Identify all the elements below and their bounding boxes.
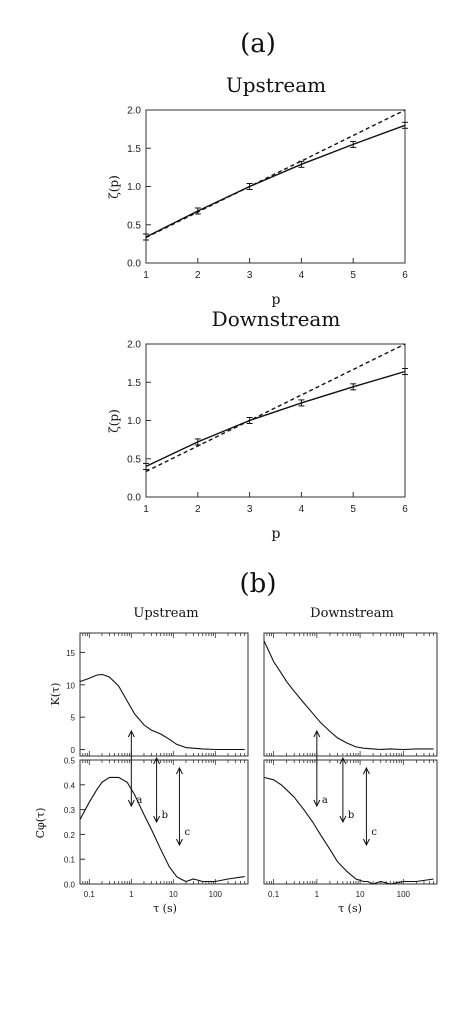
y-tick-label: 0.5 bbox=[64, 757, 76, 766]
x-tick-label: 100 bbox=[209, 890, 223, 899]
x-tick-label: 3 bbox=[247, 504, 253, 515]
arrow-head bbox=[339, 815, 347, 824]
y-tick-label: 1.0 bbox=[127, 416, 141, 427]
arrow-label: c bbox=[371, 827, 377, 838]
x-tick-label: 100 bbox=[397, 890, 411, 899]
x-tick-label: 1 bbox=[143, 270, 149, 281]
x-tick-label: 1 bbox=[143, 504, 149, 515]
arrow-head bbox=[362, 766, 370, 775]
arrow-label: a bbox=[136, 795, 142, 806]
x-axis-label: p bbox=[272, 526, 281, 542]
x-tick-label: 10 bbox=[169, 890, 178, 899]
reference-line bbox=[145, 109, 406, 239]
upstream-k-chart: Upstream 0 5 10 15 K(τ) bbox=[49, 606, 249, 757]
chart-title: Downstream bbox=[310, 606, 394, 621]
x-tick-label: 10 bbox=[356, 890, 365, 899]
y-tick-label: 0.2 bbox=[64, 831, 76, 840]
arrow-head bbox=[127, 799, 135, 808]
arrow-head bbox=[153, 756, 161, 765]
plot-frame bbox=[145, 109, 406, 264]
x-tick-label: 6 bbox=[402, 270, 408, 281]
y-tick-label: 0.1 bbox=[64, 856, 76, 865]
series-line bbox=[145, 124, 406, 238]
y-tick-label: 0 bbox=[71, 746, 76, 755]
y-tick-label: 0.0 bbox=[127, 493, 141, 504]
x-tick-label: 6 bbox=[402, 504, 408, 515]
arrow-head bbox=[127, 729, 135, 738]
arrow-label: b bbox=[348, 810, 354, 821]
series-line bbox=[79, 673, 245, 751]
chart-title: Upstream bbox=[133, 606, 198, 621]
x-tick-label: 4 bbox=[299, 270, 305, 281]
y-tick-label: 1.0 bbox=[127, 182, 141, 193]
y-axis-label: ζ(p) bbox=[107, 409, 121, 433]
arrow-head bbox=[339, 756, 347, 765]
plot-frame bbox=[263, 759, 438, 885]
x-tick-label: 4 bbox=[299, 504, 305, 515]
x-axis-label: τ (s) bbox=[338, 902, 362, 915]
x-axis-label: p bbox=[272, 292, 281, 308]
arrow-label: a bbox=[322, 795, 328, 806]
x-axis-label: τ (s) bbox=[153, 902, 177, 915]
panel-a-label: (a) bbox=[240, 29, 276, 59]
y-tick-label: 2.0 bbox=[127, 106, 141, 117]
plot-frame bbox=[145, 343, 406, 498]
upstream-c-chart: 0.0 0.1 0.2 0.3 0.4 0.5 0.1 1 10 100 a b c τ (s) Cφ(… bbox=[34, 729, 249, 915]
downstream-c-chart: 0.1 1 10 100 a b c τ (s) bbox=[263, 729, 438, 915]
panel-b-label: (b) bbox=[240, 569, 277, 599]
x-tick-label: 2 bbox=[195, 504, 201, 515]
downstream-k-chart: Downstream bbox=[263, 606, 438, 757]
x-tick-label: 5 bbox=[350, 270, 356, 281]
arrow-head bbox=[362, 838, 370, 847]
series-line bbox=[263, 776, 434, 885]
chart-title: Downstream bbox=[212, 307, 341, 331]
y-tick-label: 0.0 bbox=[64, 881, 76, 890]
x-tick-label: 5 bbox=[350, 504, 356, 515]
x-tick-label: 0.1 bbox=[84, 890, 96, 899]
arrow-head bbox=[176, 838, 183, 847]
arrow-head bbox=[176, 766, 183, 775]
arrow-head bbox=[313, 799, 321, 808]
reference-line bbox=[145, 343, 406, 473]
arrow-label: c bbox=[184, 827, 190, 838]
x-tick-label: 3 bbox=[247, 270, 253, 281]
y-tick-label: 0.3 bbox=[64, 806, 76, 815]
y-tick-label: 0.4 bbox=[64, 781, 76, 790]
y-tick-label: 15 bbox=[66, 649, 75, 658]
y-tick-label: 0.5 bbox=[127, 220, 141, 231]
x-tick-label: 1 bbox=[315, 890, 320, 899]
y-tick-label: 1.5 bbox=[127, 378, 141, 389]
series-line bbox=[263, 640, 434, 751]
upstream-zeta-chart: Upstream 0.0 0.5 1.0 1.5 2.0 1 2 3 4 5 6 p ζ(p) bbox=[107, 73, 408, 308]
y-tick-label: 5 bbox=[71, 714, 76, 723]
x-tick-label: 2 bbox=[195, 270, 201, 281]
y-tick-label: 2.0 bbox=[127, 340, 141, 351]
downstream-zeta-chart: Downstream 0.0 0.5 1.0 1.5 2.0 1 2 3 4 5 6 p ζ(p) bbox=[107, 307, 408, 542]
arrow-label: b bbox=[162, 810, 168, 821]
y-tick-label: 0.5 bbox=[127, 454, 141, 465]
plot-frame bbox=[79, 759, 249, 885]
series-line bbox=[145, 370, 406, 468]
series-line bbox=[79, 776, 245, 883]
chart-title: Upstream bbox=[226, 73, 326, 97]
x-tick-label: 0.1 bbox=[268, 890, 280, 899]
plot-frame bbox=[79, 632, 249, 757]
plot-frame bbox=[263, 632, 438, 757]
y-axis-label: ζ(p) bbox=[107, 175, 121, 199]
y-tick-label: 10 bbox=[66, 681, 75, 690]
arrow-head bbox=[153, 815, 161, 824]
x-tick-label: 1 bbox=[129, 890, 134, 899]
y-axis-label: Cφ(τ) bbox=[34, 808, 47, 839]
y-tick-label: 1.5 bbox=[127, 144, 141, 155]
y-axis-label: K(τ) bbox=[49, 683, 62, 706]
y-tick-label: 0.0 bbox=[127, 259, 141, 270]
arrow-head bbox=[313, 729, 321, 738]
